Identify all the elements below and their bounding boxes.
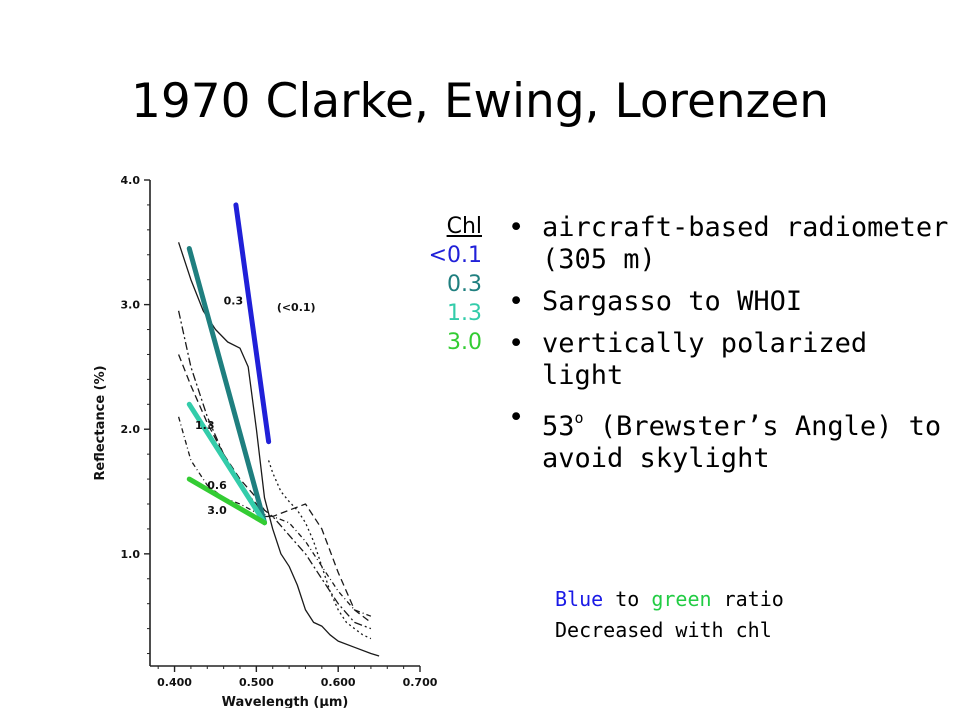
overlay-line (186, 476, 268, 526)
y-tick-label: 3.0 (121, 299, 141, 312)
curve-label: 0.6 (207, 479, 227, 492)
overlay-line (233, 202, 272, 445)
curve-label: 1.3 (195, 419, 215, 432)
curve-label: (<0.1) (277, 301, 316, 314)
x-tick-label: 0.400 (157, 676, 192, 689)
bullet-text: vertically polarized light (542, 328, 868, 391)
overlay-line (186, 401, 268, 526)
x-tick-label: 0.500 (239, 676, 274, 689)
word-to: to (603, 587, 652, 611)
y-axis-title: Reflectance (%) (93, 365, 108, 480)
chart-overlay-lines (186, 202, 272, 526)
chart-axes (144, 179, 421, 672)
bullet-item: • aircraft-based radiometer (305 m) (500, 212, 950, 276)
curve-label: 0.3 (224, 295, 244, 308)
series-line (177, 310, 372, 630)
chl-legend-item: 3.0 (447, 330, 482, 355)
y-tick-label: 2.0 (121, 423, 141, 436)
bullet-dot: • (508, 328, 525, 359)
bullet-dot: • (508, 212, 525, 243)
series-line (177, 416, 372, 617)
word-green: green (651, 587, 712, 611)
bullet-item: • vertically polarized light (500, 328, 950, 392)
series-line (177, 242, 380, 657)
y-tick-label: 1.0 (121, 548, 141, 561)
chl-legend-item: <0.1 (428, 243, 482, 268)
bullet-dot: • (508, 286, 525, 317)
bullet-dot: • (508, 402, 525, 433)
angle-description: (Brewster’s Angle) to avoid skylight (542, 411, 942, 474)
bullet-text: aircraft-based radiometer (305 m) (542, 212, 949, 275)
x-tick-label: 0.700 (403, 676, 438, 689)
chl-legend-header: Chl (446, 214, 482, 239)
chl-legend: Chl <0.1 0.3 1.3 3.0 (404, 212, 482, 357)
x-axis-title: Wavelength (μm) (222, 695, 349, 708)
slide-title: 1970 Clarke, Ewing, Lorenzen (130, 74, 830, 129)
ratio-note-line2: Decreased with chl (555, 618, 772, 642)
bullet-text: Sargasso to WHOI (542, 286, 803, 317)
series-line (177, 354, 372, 623)
chart-text: 1.0 2.0 3.0 4.0 0.400 0.500 0.600 0.700 Waveleng… (93, 174, 438, 708)
chl-legend-item: 0.3 (447, 272, 482, 297)
bullet-text: 53o (Brewster’s Angle) to avoid skylight (542, 409, 942, 474)
ratio-note-line1: Blue to green ratio (555, 584, 955, 615)
x-tick-label: 0.600 (321, 676, 356, 689)
bullet-item: • Sargasso to WHOI (500, 286, 950, 318)
word-blue: Blue (555, 587, 604, 611)
overlay-line (186, 246, 268, 526)
ratio-note: Blue to green ratio Decreased with chl (555, 584, 955, 646)
series-line (267, 460, 372, 640)
bullet-item: • 53o (Brewster’s Angle) to avoid skylig… (500, 402, 950, 475)
chart-series (177, 242, 380, 657)
angle-value: 53 (542, 411, 575, 442)
reflectance-chart: 1.0 2.0 3.0 4.0 0.400 0.500 0.600 0.700 Waveleng… (93, 174, 438, 708)
chl-legend-item: 1.3 (447, 301, 482, 326)
degree-mark: o (574, 409, 584, 427)
bullet-list: • aircraft-based radiometer (305 m) • Sa… (500, 212, 950, 485)
y-tick-label: 4.0 (121, 174, 141, 187)
word-ratio: ratio (711, 587, 784, 611)
curve-label: 3.0 (207, 504, 227, 517)
